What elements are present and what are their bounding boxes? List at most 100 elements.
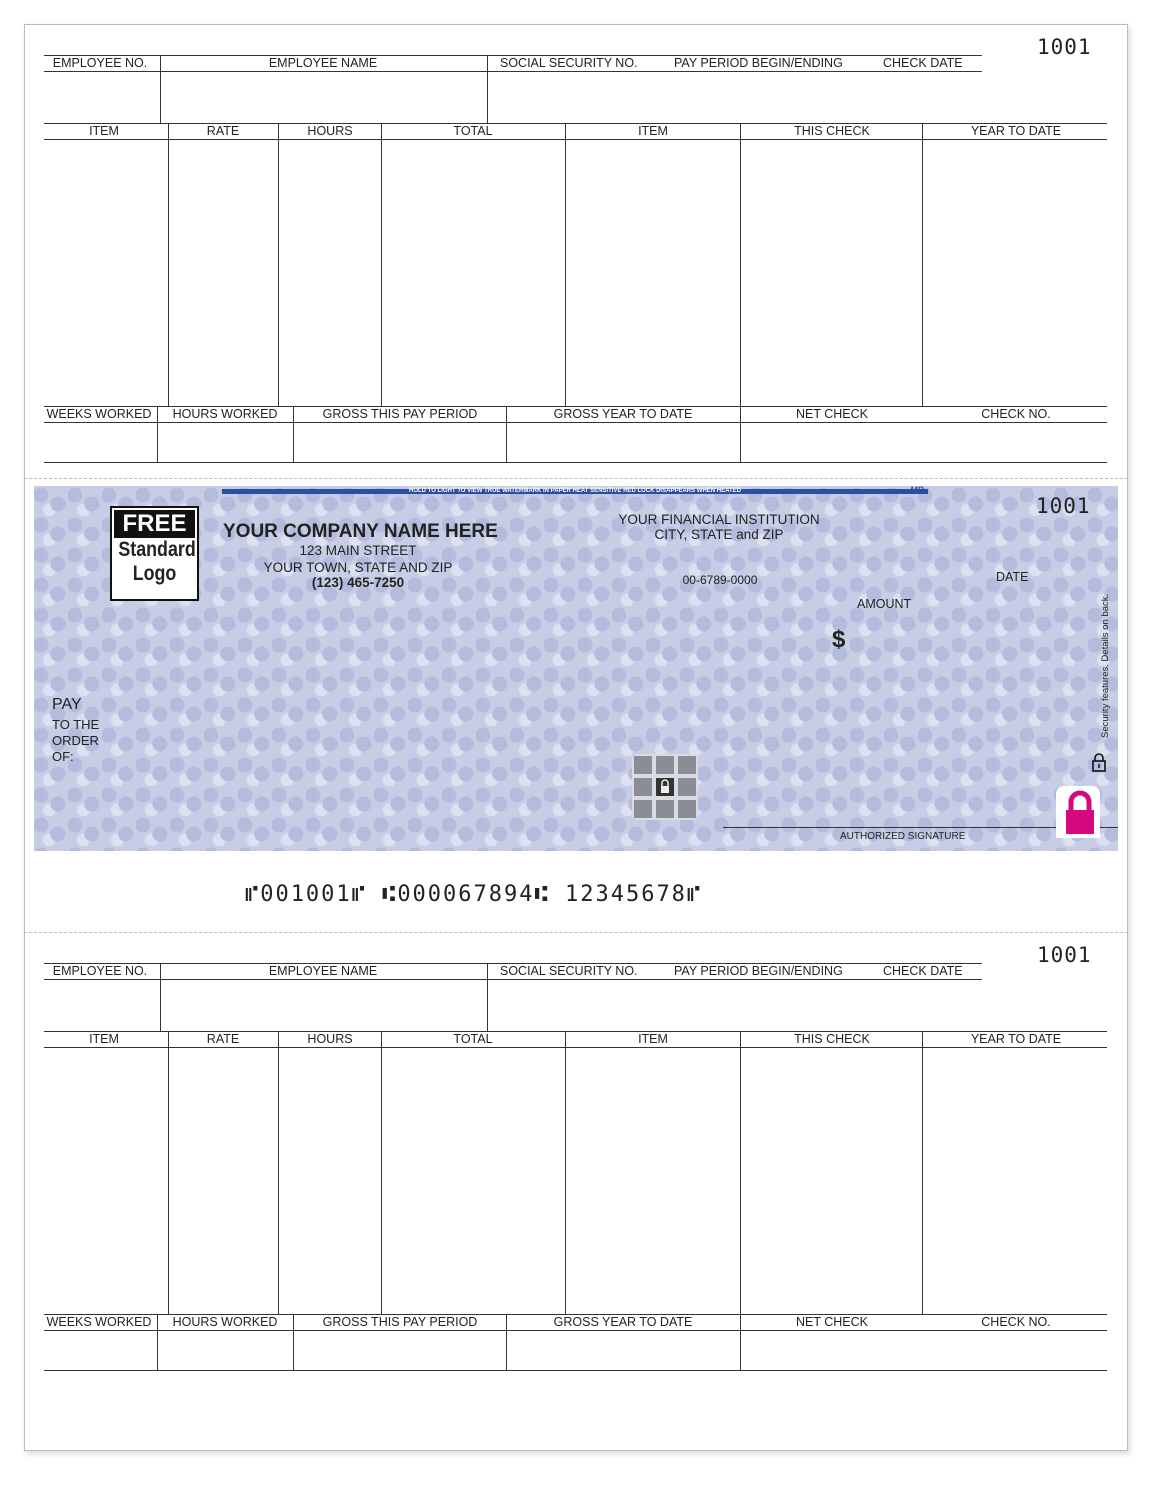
amount-label: AMOUNT — [857, 597, 912, 611]
stub-footer-label: CHECK NO. — [981, 1315, 1051, 1329]
company-name: YOUR COMPANY NAME HERE — [223, 521, 498, 542]
stub-footer-label: HOURS WORKED — [172, 407, 278, 421]
stub-column-header: ITEM — [638, 124, 668, 138]
stub-header-label: SOCIAL SECURITY NO. — [500, 56, 638, 70]
pay-label: TO THE — [52, 717, 100, 732]
stub-rule — [293, 1314, 294, 1370]
stub-header-label: SOCIAL SECURITY NO. — [500, 964, 638, 978]
bank-name: YOUR FINANCIAL INSTITUTION — [618, 512, 820, 527]
stub-rule — [44, 1031, 1107, 1032]
stub-rule — [44, 139, 1107, 140]
stub-rule — [506, 406, 507, 462]
stub-column-header: ITEM — [638, 1032, 668, 1046]
stub-check-number: 1001 — [1037, 35, 1092, 59]
check-number: 1001 — [1036, 494, 1091, 518]
lock-icon — [1092, 753, 1106, 772]
stub-rule — [293, 406, 294, 462]
stub-column-header: THIS CHECK — [794, 1032, 870, 1046]
stub-rule — [44, 55, 982, 56]
stub-column-header: ITEM — [89, 1032, 119, 1046]
stub-rule — [160, 963, 161, 1031]
stub-column-header: HOURS — [307, 1032, 353, 1046]
stub-footer-label: GROSS YEAR TO DATE — [553, 407, 693, 421]
check-body: HOLD TO LIGHT TO VIEW TRUE WATERMARK IN … — [34, 486, 1118, 851]
stub-header-label: CHECK DATE — [883, 56, 963, 70]
dollar-sign: $ — [832, 626, 846, 653]
stub-rule — [740, 1314, 741, 1370]
stub-footer-label: CHECK NO. — [981, 407, 1051, 421]
stub-footer-label: NET CHECK — [795, 407, 869, 421]
stub-column-header: RATE — [206, 124, 240, 138]
stub-rule — [44, 71, 982, 72]
heat-sensitive-lock-icon — [1066, 790, 1094, 834]
stub-footer-label: HOURS WORKED — [172, 1315, 278, 1329]
security-note: Security features. Details on back. — [1100, 593, 1111, 738]
stub-rule — [740, 406, 741, 462]
stub-rule — [157, 1314, 158, 1370]
stub-rule — [922, 1031, 923, 1314]
perforation-line — [24, 932, 1128, 933]
stub-footer-label: WEEKS WORKED — [46, 407, 152, 421]
stub-rule — [44, 1047, 1107, 1048]
bank-fraction: 00-6789-0000 — [682, 573, 758, 587]
bank-city: CITY, STATE and ZIP — [654, 527, 784, 542]
stub-column-header: ITEM — [89, 124, 119, 138]
stub-rule — [44, 406, 1107, 407]
stub-column-header: HOURS — [307, 124, 353, 138]
stub-rule — [157, 406, 158, 462]
stub-column-header: RATE — [206, 1032, 240, 1046]
stub-rule — [44, 462, 1107, 463]
stub-column-header: TOTAL — [453, 1032, 493, 1046]
stub-rule — [44, 979, 982, 980]
company-city: YOUR TOWN, STATE AND ZIP — [263, 560, 453, 575]
stub-rule — [44, 422, 1107, 423]
company-street: 123 MAIN STREET — [299, 543, 417, 558]
stub-footer-label: WEEKS WORKED — [46, 1315, 152, 1329]
stub-header-label: PAY PERIOD BEGIN/ENDING — [674, 964, 843, 978]
stub-rule — [44, 963, 982, 964]
stub-rule — [168, 1031, 169, 1314]
stub-header-label: CHECK DATE — [883, 964, 963, 978]
stub-column-header: TOTAL — [453, 124, 493, 138]
date-label: DATE — [996, 570, 1029, 584]
company-phone: (123) 465-7250 — [311, 575, 405, 590]
stub-header-label: EMPLOYEE NO. — [52, 964, 148, 978]
stub-rule — [44, 1370, 1107, 1371]
stub-rule — [740, 123, 741, 406]
stub-rule — [278, 1031, 279, 1314]
stub-rule — [381, 1031, 382, 1314]
stub-rule — [487, 55, 488, 123]
perforation-line — [24, 478, 1128, 479]
stub-header-label: EMPLOYEE NO. — [52, 56, 148, 70]
pay-label: ORDER — [52, 733, 99, 748]
company-logo: FREE Standard Logo — [110, 506, 199, 601]
stub-rule — [44, 1330, 1107, 1331]
stub-header-label: EMPLOYEE NAME — [268, 964, 378, 978]
stub-column-header: YEAR TO DATE — [970, 124, 1062, 138]
stub-footer-label: NET CHECK — [795, 1315, 869, 1329]
stub-rule — [487, 963, 488, 1031]
stub-header-label: EMPLOYEE NAME — [268, 56, 378, 70]
stub-column-header: YEAR TO DATE — [970, 1032, 1062, 1046]
hologram-icon — [632, 754, 698, 820]
stub-footer-label: GROSS THIS PAY PERIOD — [322, 1315, 478, 1329]
stub-check-number: 1001 — [1037, 943, 1092, 967]
stub-rule — [565, 1031, 566, 1314]
micr-line: ⑈001001⑈ ⑆000067894⑆ 12345678⑈ — [245, 882, 703, 907]
stub-rule — [565, 123, 566, 406]
stub-rule — [381, 123, 382, 406]
stub-rule — [44, 123, 1107, 124]
stub-column-header: THIS CHECK — [794, 124, 870, 138]
stub-rule — [506, 1314, 507, 1370]
security-band: HOLD TO LIGHT TO VIEW TRUE WATERMARK IN … — [222, 488, 928, 494]
pay-label: PAY — [52, 696, 82, 713]
stub-footer-label: GROSS YEAR TO DATE — [553, 1315, 693, 1329]
stub-rule — [44, 1314, 1107, 1315]
signature-label: AUTHORIZED SIGNATURE — [840, 831, 966, 842]
stub-rule — [278, 123, 279, 406]
signature-line — [723, 827, 1118, 828]
stub-rule — [160, 55, 161, 123]
stub-header-label: PAY PERIOD BEGIN/ENDING — [674, 56, 843, 70]
band-mark: MP — [910, 486, 924, 495]
stub-rule — [922, 123, 923, 406]
